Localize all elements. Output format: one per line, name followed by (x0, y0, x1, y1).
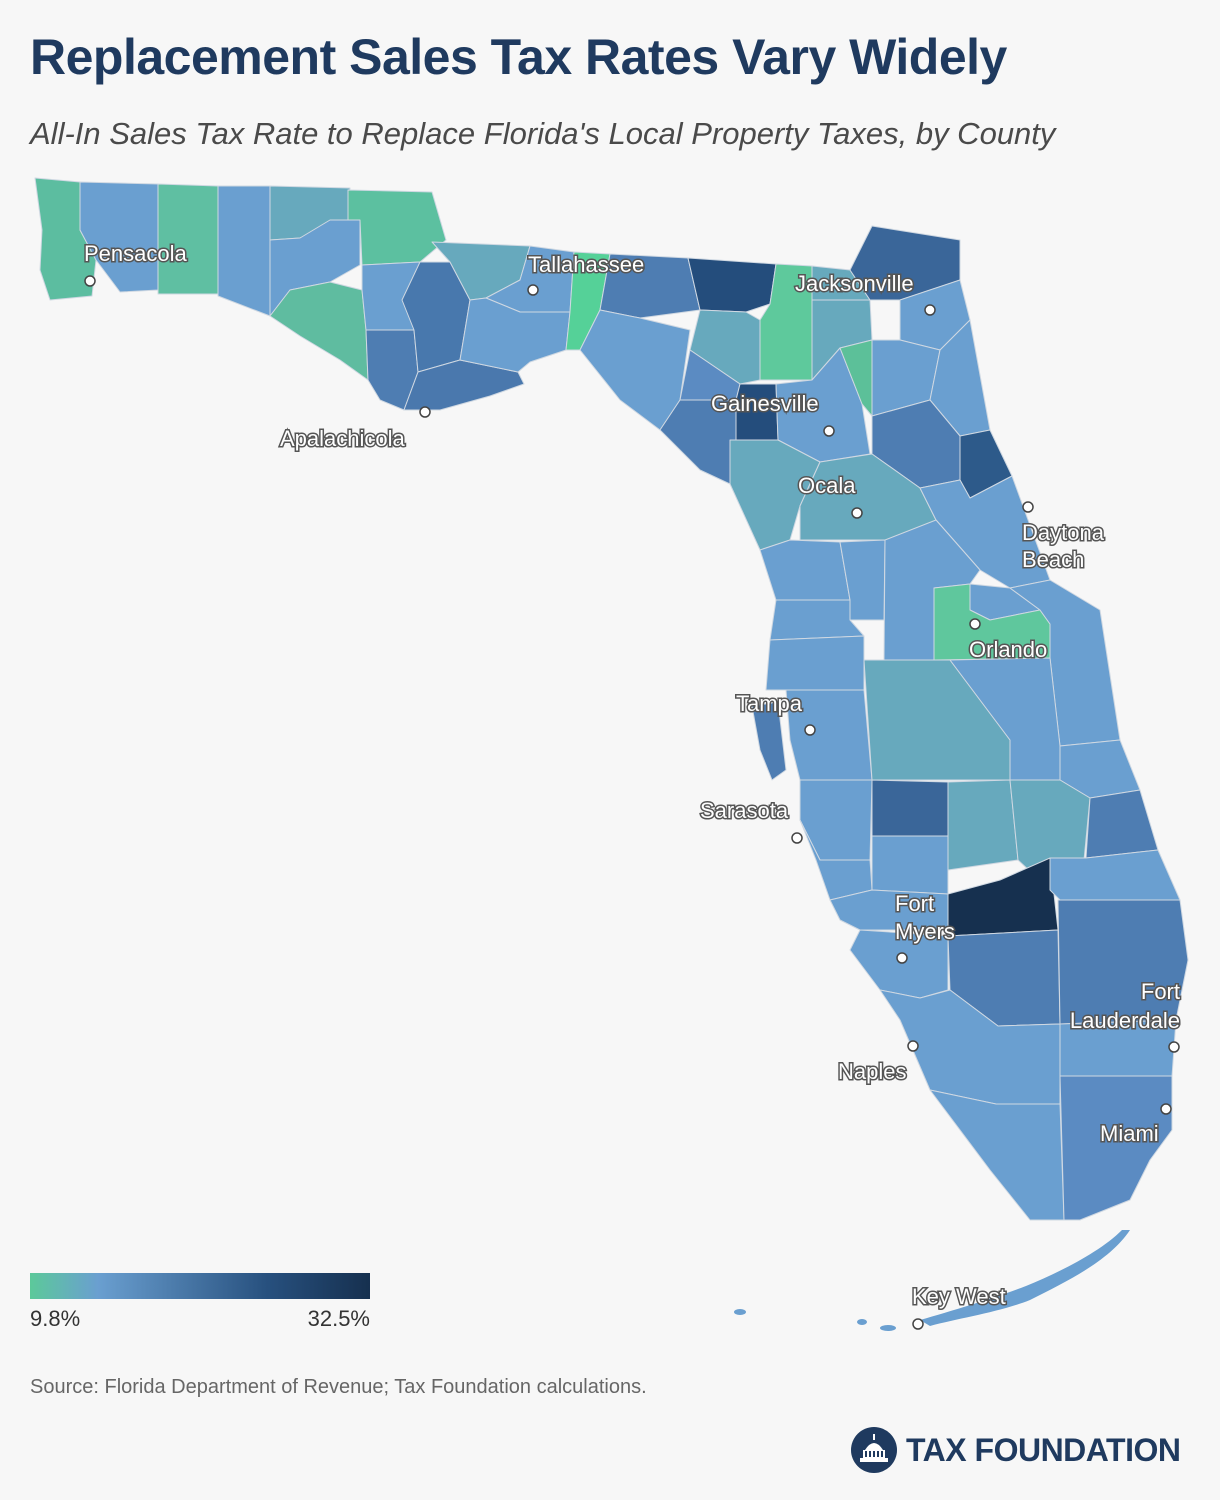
city-markers: Pensacola Tallahassee Jacksonville Apala… (83, 240, 1182, 1330)
legend-min-label: 9.8% (30, 1306, 81, 1331)
county-highlands[interactable] (947, 779, 1019, 871)
tax-foundation-logo: TAX FOUNDATION (850, 1420, 1181, 1480)
legend-max-label: 32.5% (307, 1306, 370, 1331)
city-fort-lauderdale[interactable]: Fort Lauderdale (1068, 978, 1182, 1053)
city-sarasota[interactable]: Sarasota (699, 797, 803, 844)
capitol-dome-icon (851, 1427, 897, 1473)
city-ocala[interactable]: Ocala (797, 472, 863, 519)
county-miami-dade[interactable] (1059, 1075, 1173, 1221)
county-monroe-mainland[interactable] (929, 1089, 1065, 1221)
county-pasco[interactable] (765, 635, 865, 691)
city-label-line2: Lauderdale (1070, 1008, 1180, 1033)
city-pensacola[interactable]: Pensacola (83, 240, 189, 287)
county-desoto[interactable] (871, 835, 949, 895)
city-gainesville[interactable]: Gainesville (710, 390, 835, 437)
city-label: Sarasota (700, 798, 789, 823)
city-label: Pensacola (84, 241, 188, 266)
city-apalachicola[interactable]: Apalachicola (279, 406, 431, 453)
county-sumter[interactable] (839, 539, 886, 621)
county-palm-beach[interactable] (1057, 899, 1189, 1025)
city-label: Gainesville (711, 391, 819, 416)
county-bay[interactable] (269, 281, 369, 381)
city-tallahassee[interactable]: Tallahassee (527, 251, 646, 296)
key-islet (734, 1309, 746, 1315)
county-hamilton[interactable] (687, 257, 777, 313)
map-title: Replacement Sales Tax Rates Vary Widely (30, 29, 1007, 85)
city-label-line2: Myers (895, 919, 955, 944)
county-jackson[interactable] (347, 189, 447, 266)
county-st-lucie[interactable] (1085, 789, 1159, 859)
key-islet (857, 1319, 867, 1325)
city-label: Orlando (969, 637, 1047, 662)
county-pinellas[interactable] (751, 701, 787, 781)
city-fort-myers[interactable]: Fort Myers (894, 890, 956, 964)
city-miami[interactable]: Miami (1099, 1103, 1172, 1148)
city-label: Ocala (798, 473, 856, 498)
city-orlando[interactable]: Orlando (968, 618, 1049, 664)
county-levy[interactable] (729, 439, 821, 551)
city-label: Miami (1100, 1121, 1159, 1146)
city-label-line1: Fort (1141, 979, 1180, 1004)
city-label: Tampa (736, 691, 803, 716)
map-subtitle: All-In Sales Tax Rate to Replace Florida… (30, 116, 1056, 151)
florida-keys[interactable] (920, 1230, 1130, 1326)
city-label-line1: Daytona (1022, 520, 1105, 545)
city-tampa[interactable]: Tampa (735, 690, 816, 736)
city-label: Naples (838, 1059, 906, 1084)
source-note: Source: Florida Department of Revenue; T… (30, 1376, 647, 1398)
city-daytona-beach[interactable]: Daytona Beach (1021, 501, 1106, 574)
county-okaloosa[interactable] (157, 183, 219, 295)
logo-text: TAX FOUNDATION (906, 1431, 1181, 1468)
county-hernando[interactable] (769, 599, 865, 641)
city-naples[interactable]: Naples (837, 1040, 919, 1086)
county-martin[interactable] (1049, 849, 1181, 901)
city-label-line1: Fort (895, 891, 934, 916)
city-key-west[interactable]: Key West (911, 1283, 1007, 1330)
key-islet (880, 1325, 896, 1331)
county-glades[interactable] (947, 857, 1059, 937)
county-walton[interactable] (217, 185, 271, 317)
city-label-line2: Beach (1022, 547, 1084, 572)
city-label: Apalachicola (280, 426, 406, 451)
county-hardee[interactable] (871, 779, 949, 837)
city-label: Jacksonville (795, 271, 914, 296)
county-citrus[interactable] (759, 539, 851, 601)
city-label: Tallahassee (528, 252, 644, 277)
county-madison[interactable] (599, 253, 701, 319)
legend-color-scale (30, 1273, 370, 1299)
city-label: Key West (912, 1284, 1006, 1309)
city-jacksonville[interactable]: Jacksonville (794, 270, 936, 316)
